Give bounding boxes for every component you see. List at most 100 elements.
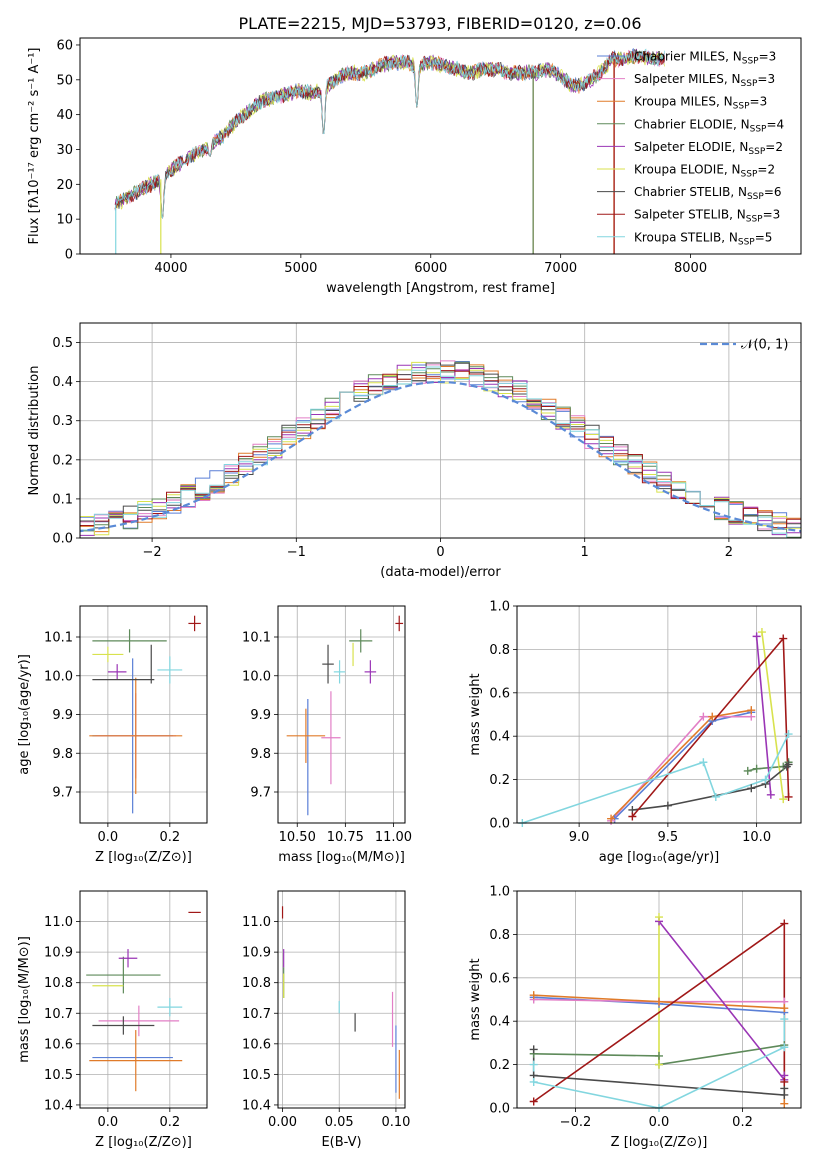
- weight-marker: [529, 1045, 538, 1054]
- x-tick-label: 11.00: [375, 830, 412, 845]
- panel-spectrum: 4000 5000 6000 7000 8000 0 10 20 30 40 50 60 wavelen…: [27, 37, 802, 296]
- y-axis-label: age [log₁₀(age/yr)]: [17, 654, 32, 775]
- plot-area-age-vs-mass: [286, 615, 404, 816]
- y-tick-label: 0.2: [489, 773, 510, 788]
- panel-age-vs-mass: 10.50 10.75 11.00 9.7 9.8 9.9 10.0 10.1 mass [lo…: [242, 605, 412, 865]
- histogram-series: [80, 366, 801, 538]
- y-tick-label: 10.8: [44, 976, 73, 991]
- y-tick-label: 0.0: [52, 532, 73, 547]
- reference-gaussian: [80, 380, 801, 533]
- y-tick-label: 9.9: [250, 708, 271, 723]
- y-tick-label: 10.8: [242, 976, 271, 991]
- x-tick-label: 0.2: [732, 1115, 753, 1130]
- y-tick-label: 0.5: [52, 336, 73, 351]
- panel-mass-weight-vs-age: 9.0 9.5 10.0 0.0 0.2 0.4 0.6 0.8 1.0 age [log₁₀(a…: [468, 600, 802, 865]
- weight-marker: [780, 919, 789, 928]
- y-tick-label: 0.0: [489, 817, 510, 832]
- panel-age-vs-Z: 0.0 0.2 9.7 9.8 9.9 10.0 10.1 Z [log₁₀(Z/Z⊙)] ag…: [17, 605, 208, 865]
- weight-marker: [711, 792, 720, 801]
- legend-entry: Salpeter STELIB, NSSP=3: [634, 208, 780, 225]
- y-tick-label: 10.4: [242, 1098, 271, 1113]
- x-tick-label: −2: [143, 545, 162, 560]
- x-tick-label: 0.0: [98, 830, 119, 845]
- x-tick-label: −1: [287, 545, 306, 560]
- x-tick-label: 0.00: [268, 1115, 297, 1130]
- x-tick-label: 7000: [544, 261, 577, 276]
- y-tick-label: 10.4: [44, 1098, 73, 1113]
- axes-frame: [516, 605, 802, 824]
- y-tick-label: 0.2: [52, 453, 73, 468]
- y-tick-label: 0.4: [489, 1015, 510, 1030]
- y-tick-label: 10.0: [242, 669, 271, 684]
- panel-mass-vs-Z: 0.0 0.2 10.4 10.5 10.6 10.7 10.8 10.9 11.0 Z [log…: [17, 890, 208, 1150]
- weight-marker: [780, 1077, 789, 1086]
- y-tick-label: 9.8: [52, 747, 73, 762]
- y-axis-label: Normed distribution: [27, 366, 42, 496]
- weight-marker: [699, 712, 708, 721]
- y-tick-label: 0.1: [52, 492, 73, 507]
- x-tick-label: 1: [581, 545, 589, 560]
- y-tick-label: 10.9: [242, 946, 271, 961]
- weight-marker: [747, 784, 756, 793]
- spectrum-legend: Chabrier MILES, NSSP=3 Salpeter MILES, NS…: [597, 50, 784, 247]
- x-tick-label: 0.10: [381, 1115, 410, 1130]
- y-tick-label: 9.8: [250, 747, 271, 762]
- y-axis-label: mass weight: [468, 958, 483, 1040]
- x-axis-label: age [log₁₀(age/yr)]: [599, 850, 720, 865]
- y-tick-label: 0.6: [489, 971, 510, 986]
- x-tick-label: 0: [436, 545, 444, 560]
- y-tick-label: 60: [56, 38, 73, 53]
- weight-marker: [655, 1051, 663, 1060]
- y-tick-label: 9.7: [52, 786, 73, 801]
- x-tick-label: 8000: [674, 261, 707, 276]
- weight-marker: [529, 991, 538, 1000]
- legend-entry: Chabrier ELODIE, NSSP=4: [634, 117, 784, 134]
- weight-marker: [529, 1097, 538, 1106]
- axes-frame: [277, 890, 406, 1109]
- x-tick-label: 6000: [414, 261, 447, 276]
- weight-marker: [655, 1060, 663, 1069]
- y-tick-label: 10.1: [44, 631, 73, 646]
- weight-marker: [784, 730, 793, 739]
- y-tick-label: 0.4: [52, 375, 73, 390]
- x-axis-label: Z [log₁₀(Z/Z⊙)]: [95, 1135, 192, 1150]
- x-axis-label: E(B-V): [321, 1135, 361, 1150]
- x-tick-label: 9.0: [569, 830, 590, 845]
- y-tick-label: 10: [56, 213, 73, 228]
- weight-marker: [784, 760, 793, 769]
- legend-entry: Kroupa STELIB, NSSP=5: [634, 230, 772, 247]
- weight-marker: [780, 1015, 789, 1024]
- y-tick-label: 10.5: [44, 1068, 73, 1083]
- panels: 4000 5000 6000 7000 80000102030405060wavelen…: [17, 37, 802, 1150]
- x-axis-label: (data-model)/error: [380, 565, 501, 580]
- x-axis-label: wavelength [Angstrom, rest frame]: [326, 281, 555, 296]
- spectrum-series: [115, 48, 665, 219]
- y-tick-label: 0.3: [52, 414, 73, 429]
- plot-area-age-vs-Z: [89, 615, 201, 814]
- axes-frame: [79, 890, 208, 1109]
- weight-series: [755, 636, 772, 795]
- y-axis-label: mass weight: [468, 673, 483, 755]
- legend-entry: Kroupa MILES, NSSP=3: [634, 95, 767, 112]
- panel-mass-vs-EBV: 0.00 0.05 0.10 10.4 10.5 10.6 10.7 10.8 10.9 11.0…: [242, 890, 410, 1150]
- y-tick-label: 0.2: [489, 1058, 510, 1073]
- x-tick-label: 9.5: [658, 830, 679, 845]
- y-tick-label: 20: [56, 178, 73, 193]
- y-axis-label: mass [log₁₀(M/M⊙)]: [17, 936, 32, 1063]
- spectrum-series: [114, 50, 665, 219]
- y-tick-label: 10.7: [242, 1007, 271, 1022]
- plot-area-spectrum: [114, 48, 665, 254]
- y-tick-label: 0.8: [489, 928, 510, 943]
- y-tick-label: 1.0: [489, 600, 510, 615]
- axes-frame: [516, 890, 802, 1109]
- legend-entry: Salpeter MILES, NSSP=3: [634, 72, 775, 89]
- panel-residuals: −2 −1 0 1 2 0.0 0.1 0.2 0.3 0.4 0.5 (data-model)/er…: [27, 322, 802, 580]
- y-tick-label: 40: [56, 108, 73, 123]
- x-tick-label: 2: [725, 545, 733, 560]
- weight-marker: [752, 632, 761, 641]
- x-tick-label: 10.50: [279, 830, 316, 845]
- y-axis-label: Flux [fλ10⁻¹⁷ erg cm⁻² s⁻¹ A⁻¹]: [27, 48, 42, 245]
- weight-marker: [761, 775, 770, 784]
- y-tick-label: 10.7: [44, 1007, 73, 1022]
- weight-marker: [752, 764, 761, 773]
